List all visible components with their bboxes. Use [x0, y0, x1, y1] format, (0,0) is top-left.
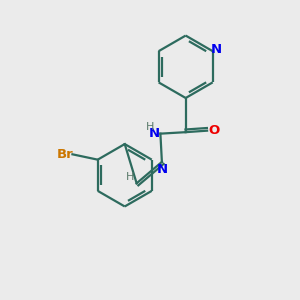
Text: N: N: [211, 43, 222, 56]
Text: N: N: [156, 164, 167, 176]
Text: H: H: [146, 122, 154, 132]
Text: O: O: [208, 124, 219, 137]
Text: Br: Br: [57, 148, 74, 161]
Text: N: N: [149, 127, 160, 140]
Text: H: H: [126, 172, 134, 182]
